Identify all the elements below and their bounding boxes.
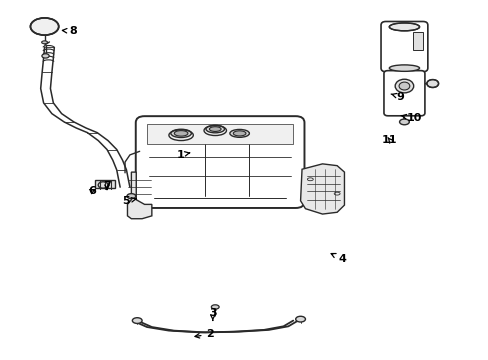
FancyBboxPatch shape	[380, 22, 427, 72]
Text: 10: 10	[400, 113, 421, 123]
Ellipse shape	[127, 194, 136, 199]
Text: 3: 3	[208, 308, 216, 320]
Ellipse shape	[388, 23, 419, 31]
FancyBboxPatch shape	[383, 71, 424, 116]
Ellipse shape	[399, 119, 408, 125]
Ellipse shape	[295, 316, 305, 322]
Ellipse shape	[42, 54, 49, 58]
Text: 6: 6	[88, 186, 96, 196]
Text: 5: 5	[122, 196, 136, 206]
Ellipse shape	[205, 125, 224, 133]
Text: 1: 1	[176, 150, 189, 160]
Bar	[95, 180, 115, 188]
Polygon shape	[127, 172, 152, 219]
Text: 11: 11	[381, 135, 397, 145]
FancyBboxPatch shape	[136, 116, 304, 208]
Ellipse shape	[394, 79, 413, 93]
Ellipse shape	[233, 131, 245, 136]
Ellipse shape	[426, 80, 438, 87]
Ellipse shape	[211, 305, 219, 309]
Ellipse shape	[174, 131, 187, 136]
Ellipse shape	[398, 82, 409, 90]
Text: 9: 9	[390, 92, 404, 102]
Polygon shape	[300, 164, 344, 214]
Ellipse shape	[132, 318, 142, 323]
Ellipse shape	[30, 18, 59, 35]
Polygon shape	[147, 125, 293, 144]
Text: 7: 7	[103, 181, 111, 192]
Text: 8: 8	[62, 26, 77, 36]
Ellipse shape	[388, 65, 419, 71]
Text: 4: 4	[330, 253, 345, 264]
Ellipse shape	[170, 129, 191, 138]
Ellipse shape	[229, 130, 249, 137]
Ellipse shape	[209, 127, 221, 131]
Ellipse shape	[41, 41, 47, 44]
Bar	[412, 32, 422, 50]
Text: 2: 2	[195, 329, 214, 339]
